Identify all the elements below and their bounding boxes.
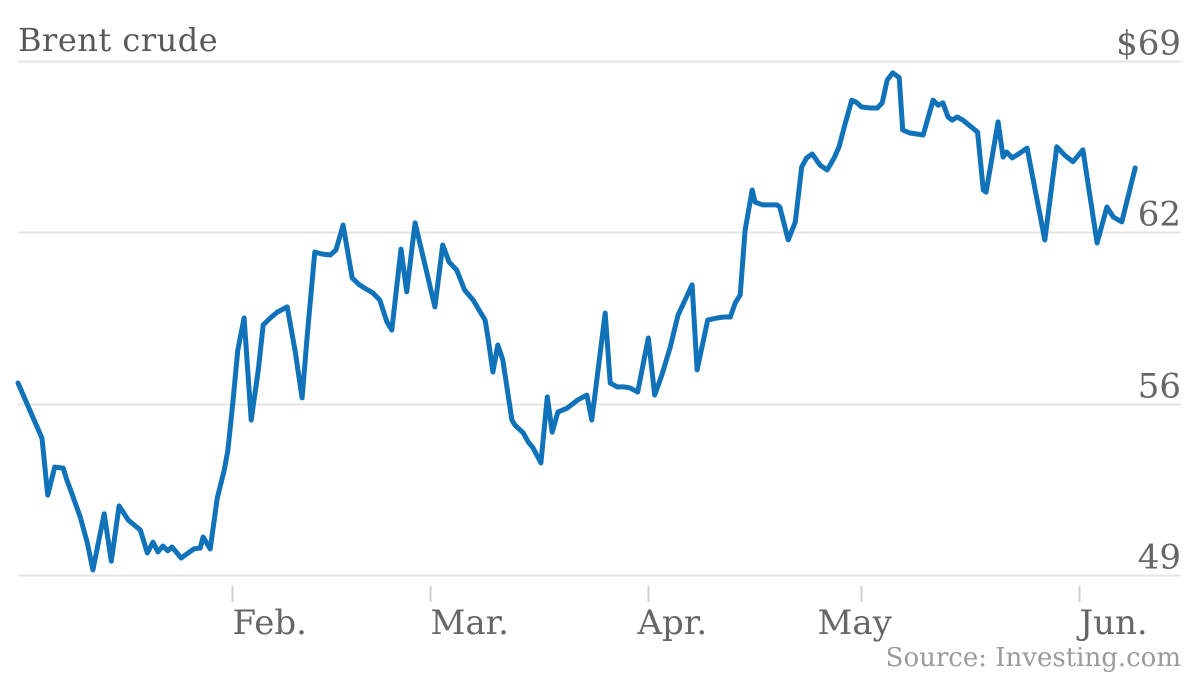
y-axis-label: 49 xyxy=(1138,538,1181,578)
chart-title: Brent crude xyxy=(18,21,219,59)
y-axis-label: 62 xyxy=(1138,195,1181,235)
month-label: May xyxy=(818,603,893,643)
y-axis-label: 56 xyxy=(1138,367,1181,407)
month-label: Feb. xyxy=(233,603,307,643)
y-axis-label: $69 xyxy=(1116,24,1181,64)
month-label: Mar. xyxy=(431,603,509,643)
month-label: Apr. xyxy=(637,603,708,643)
source-credit: Source: Investing.com xyxy=(885,643,1181,673)
price-line xyxy=(15,70,1138,573)
month-label: Jun. xyxy=(1077,603,1148,643)
